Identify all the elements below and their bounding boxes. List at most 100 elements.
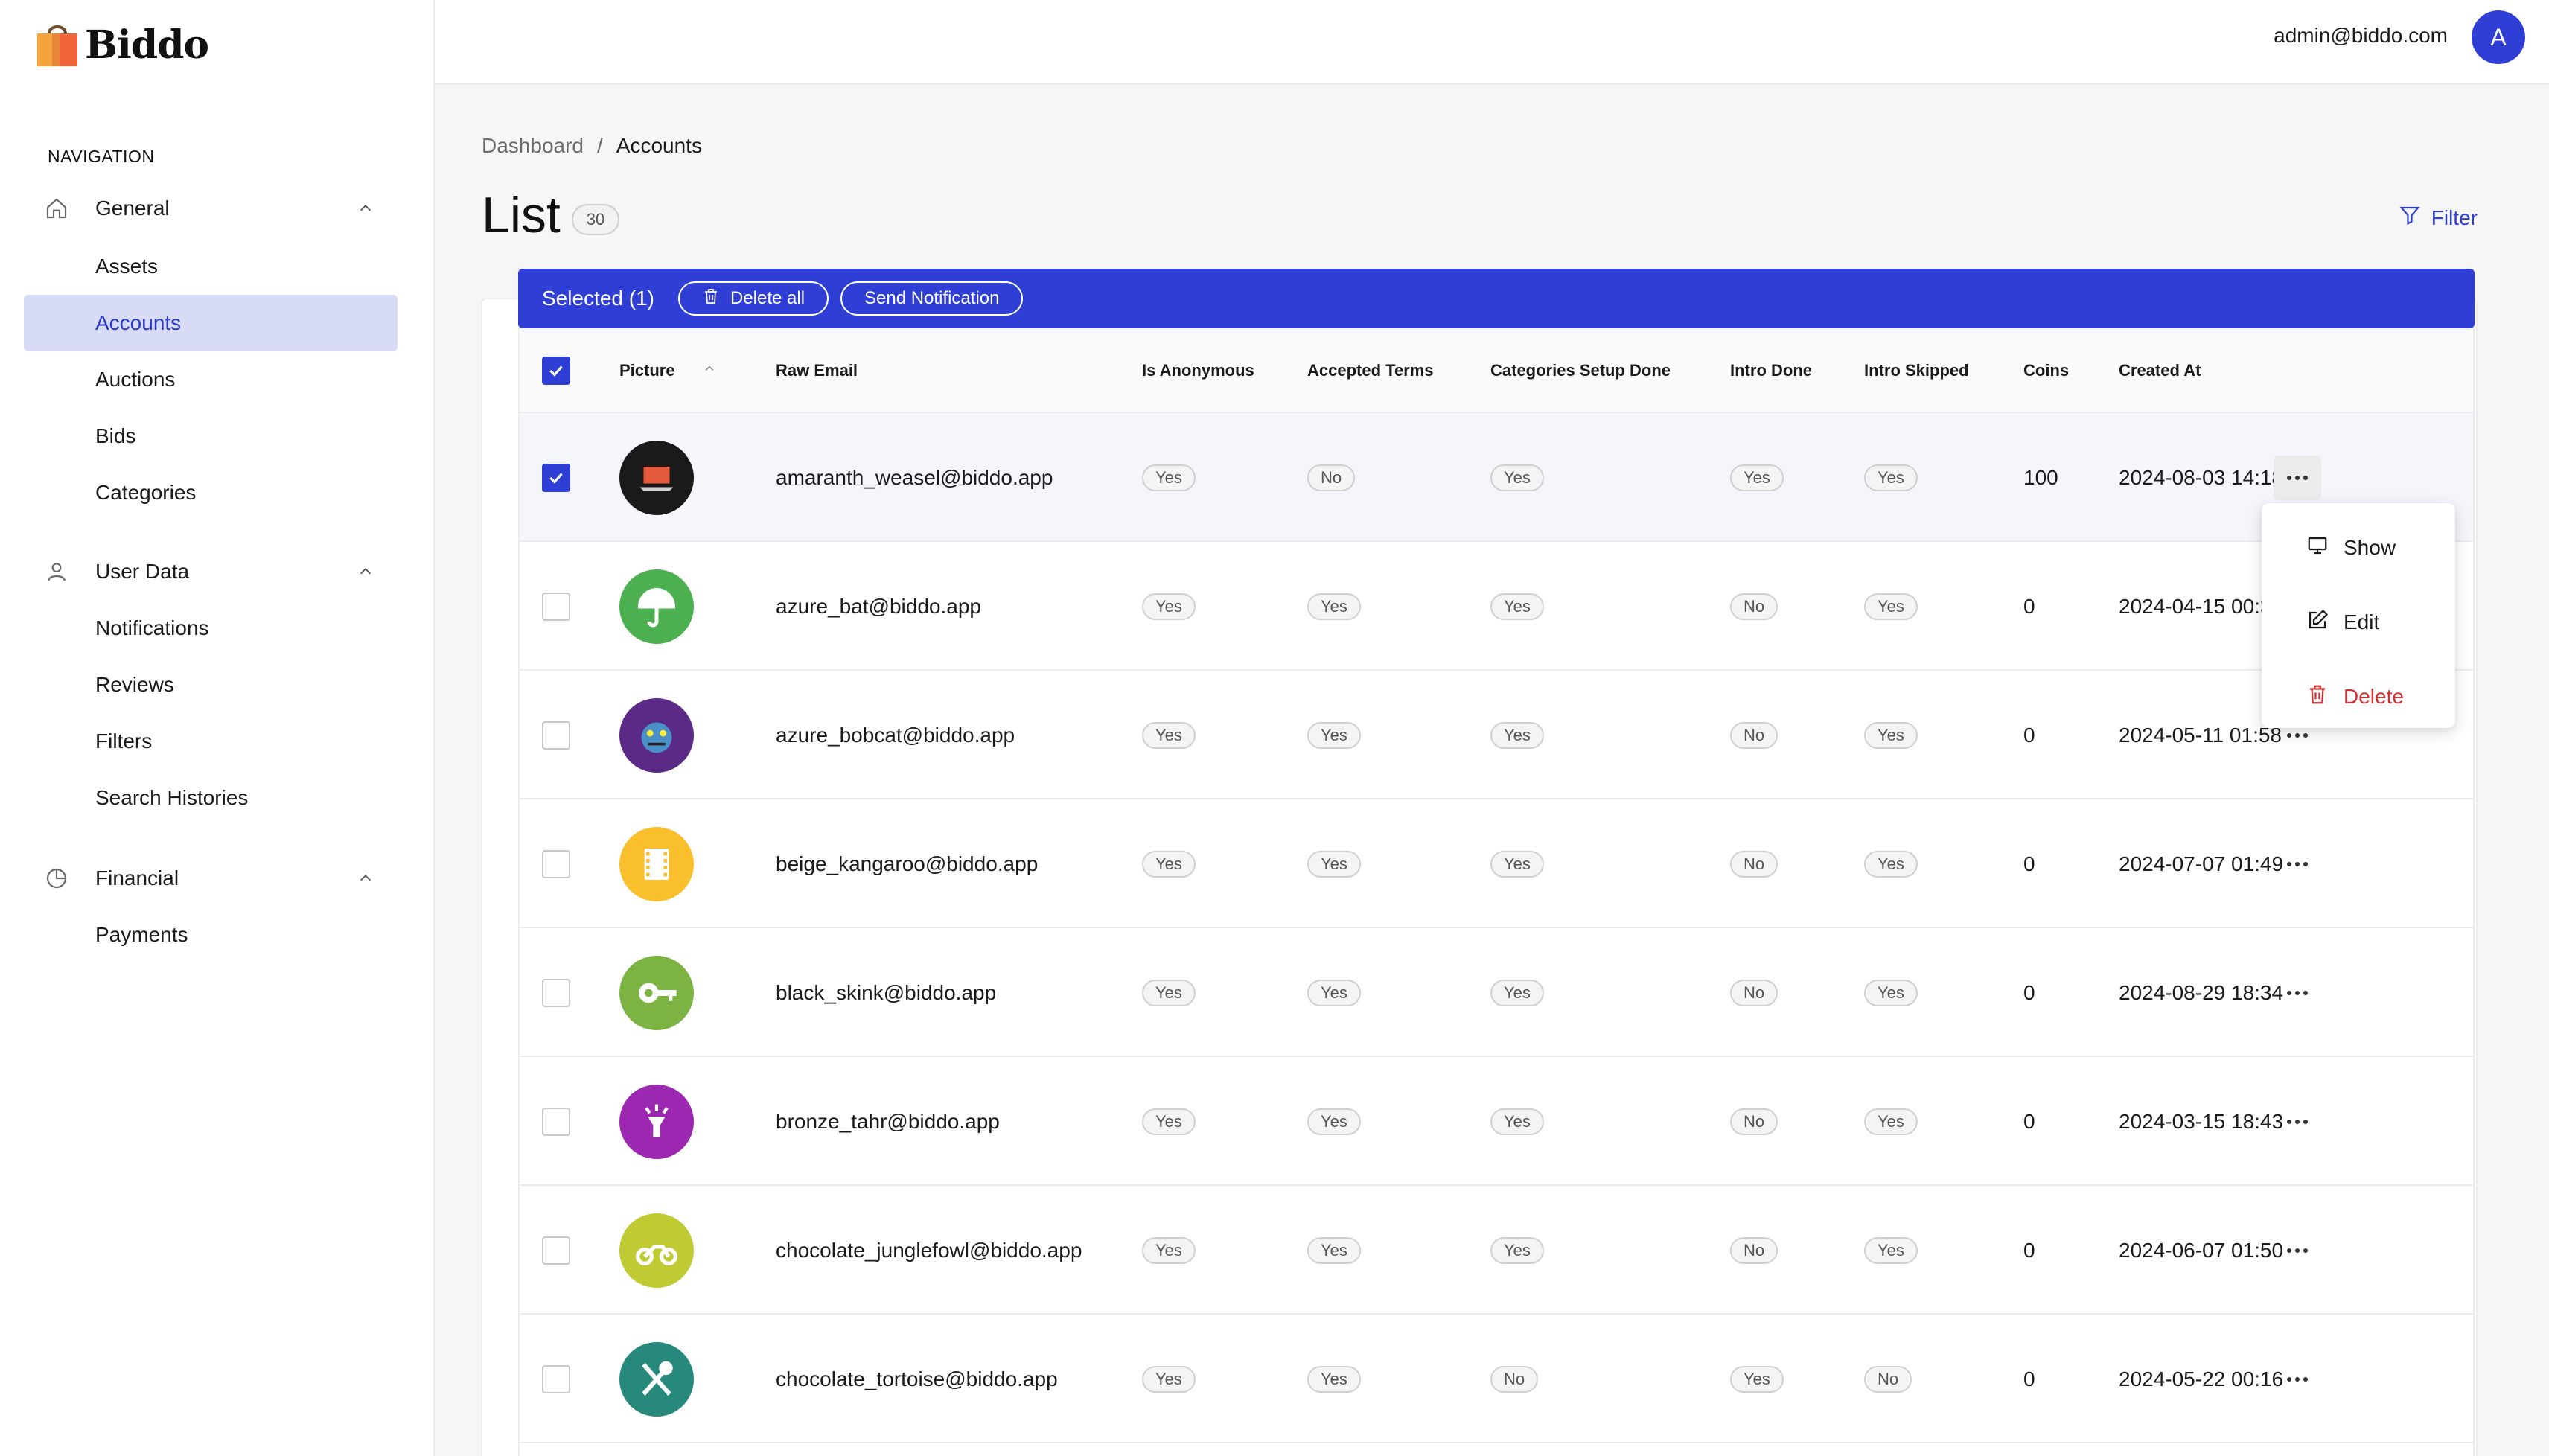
column-picture[interactable]: Picture	[619, 328, 717, 413]
intro-skipped-cell: Yes	[1864, 928, 1918, 1057]
column-accepted-terms[interactable]: Accepted Terms	[1307, 361, 1434, 380]
column-categories-setup-done[interactable]: Categories Setup Done	[1490, 361, 1671, 380]
picture-cell	[619, 542, 694, 671]
more-actions-button[interactable]	[2274, 1099, 2321, 1144]
more-actions-button[interactable]	[2274, 713, 2321, 758]
column-intro-skipped[interactable]: Intro Skipped	[1864, 361, 1969, 380]
sidebar-item-payments[interactable]: Payments	[95, 923, 188, 946]
sidebar-item-auctions[interactable]: Auctions	[95, 368, 176, 391]
column-created-at[interactable]: Created At	[2119, 361, 2201, 380]
status-tag: Yes	[1864, 721, 1918, 749]
table-row[interactable]: chocolate_tortoise@biddo.app Yes Yes No …	[520, 1315, 2473, 1443]
chevron-up-icon[interactable]	[354, 867, 377, 890]
send-notification-button[interactable]: Send Notification	[840, 281, 1024, 316]
row-checkbox[interactable]	[542, 1107, 570, 1136]
sidebar-item-reviews[interactable]: Reviews	[95, 673, 174, 696]
breadcrumb-dashboard[interactable]: Dashboard	[482, 134, 584, 157]
categories-setup-cell: Yes	[1490, 799, 1544, 928]
menu-item-edit[interactable]: Edit	[2262, 593, 2455, 652]
table-row[interactable]: black_skink@biddo.app Yes Yes Yes No Yes…	[520, 928, 2473, 1057]
row-checkbox[interactable]	[542, 849, 570, 878]
categories-setup-cell: Yes	[1490, 928, 1544, 1057]
row-checkbox[interactable]	[542, 1364, 570, 1393]
email-cell: bronze_tahr@biddo.app	[776, 1109, 1000, 1133]
ellipsis-icon	[2287, 1248, 2308, 1253]
email-cell: beige_kangaroo@biddo.app	[776, 852, 1039, 875]
status-tag: Yes	[1490, 850, 1544, 878]
delete-all-button[interactable]: Delete all	[677, 281, 829, 316]
column-coins[interactable]: Coins	[2023, 361, 2070, 380]
table-row[interactable]: amaranth_weasel@biddo.app Yes No Yes Yes…	[520, 413, 2473, 542]
sidebar-item-accounts[interactable]: Accounts	[24, 295, 398, 351]
more-actions-button[interactable]	[2274, 1357, 2321, 1402]
row-select-cell[interactable]	[542, 1315, 570, 1443]
intro-done-cell: No	[1730, 1057, 1778, 1186]
sidebar-item-notifications[interactable]: Notifications	[95, 616, 209, 639]
created-at-cell: 2024-05-11 01:58	[2119, 723, 2282, 747]
more-actions-button[interactable]	[2274, 1228, 2321, 1273]
row-checkbox[interactable]	[542, 1236, 570, 1265]
status-tag: Yes	[1307, 1236, 1361, 1264]
column-intro-done[interactable]: Intro Done	[1730, 361, 1812, 380]
table-row[interactable]: bronze_tahr@biddo.app Yes Yes Yes No Yes…	[520, 1057, 2473, 1186]
row-select-cell[interactable]	[542, 413, 570, 542]
more-actions-button[interactable]	[2274, 455, 2321, 500]
sort-up-icon[interactable]	[702, 361, 717, 380]
menu-item-show[interactable]: Show	[2262, 518, 2455, 578]
sidebar-item-categories[interactable]: Categories	[95, 481, 197, 504]
row-select-cell[interactable]	[542, 928, 570, 1057]
column-raw-email[interactable]: Raw Email	[776, 361, 858, 380]
row-checkbox[interactable]	[542, 978, 570, 1007]
status-tag: Yes	[1142, 464, 1196, 491]
check-icon	[549, 472, 563, 484]
user-icon	[42, 557, 71, 587]
table-row[interactable]: azure_bobcat@biddo.app Yes Yes Yes No Ye…	[520, 671, 2473, 799]
nav-group-general[interactable]: General	[42, 186, 377, 231]
intro-done-cell: Yes	[1730, 413, 1784, 542]
intro-skipped-cell: Yes	[1864, 799, 1918, 928]
accepted-terms-cell: Yes	[1307, 799, 1361, 928]
select-all-checkbox[interactable]	[542, 357, 570, 385]
status-tag: Yes	[1142, 593, 1196, 620]
row-select-cell[interactable]	[542, 1186, 570, 1315]
chevron-up-icon[interactable]	[354, 561, 377, 583]
coins-cell: 0	[2023, 723, 2035, 747]
intro-skipped-cell: Yes	[1864, 413, 1918, 542]
row-select-cell[interactable]	[542, 671, 570, 799]
intro-skipped-cell: No	[1864, 1315, 1912, 1443]
menu-item-delete[interactable]: Delete	[2262, 667, 2455, 727]
created-at-cell: 2024-04-15 00:3	[2119, 594, 2272, 618]
table-row[interactable]: chocolate_junglefowl@biddo.app Yes Yes Y…	[520, 1186, 2473, 1315]
is-anonymous-cell: Yes	[1142, 1315, 1196, 1443]
row-checkbox[interactable]	[542, 463, 570, 492]
column-is-anonymous[interactable]: Is Anonymous	[1142, 361, 1254, 380]
select-all-cell[interactable]	[542, 328, 570, 413]
user-email: admin@biddo.com	[2274, 24, 2448, 47]
row-checkbox[interactable]	[542, 721, 570, 750]
more-actions-button[interactable]	[2274, 971, 2321, 1015]
nav-group-financial[interactable]: Financial	[42, 856, 377, 901]
logo[interactable]: Biddo	[34, 18, 209, 71]
created-at-cell: 2024-03-15 18:43	[2119, 1109, 2284, 1133]
more-actions-button[interactable]	[2274, 842, 2321, 887]
chevron-up-icon[interactable]	[354, 197, 377, 220]
is-anonymous-cell: Yes	[1142, 928, 1196, 1057]
page-title: List	[482, 187, 561, 243]
table-row[interactable]: beige_kangaroo@biddo.app Yes Yes Yes No …	[520, 799, 2473, 928]
filter-button[interactable]: Filter	[2399, 204, 2478, 232]
table-row[interactable]: azure_bat@biddo.app Yes Yes Yes No Yes 0…	[520, 542, 2473, 671]
row-select-cell[interactable]	[542, 799, 570, 928]
sidebar-item-bids[interactable]: Bids	[95, 424, 136, 447]
email-cell: chocolate_junglefowl@biddo.app	[776, 1238, 1082, 1262]
sidebar-item-search-histories[interactable]: Search Histories	[95, 786, 249, 809]
row-checkbox[interactable]	[542, 592, 570, 621]
row-select-cell[interactable]	[542, 542, 570, 671]
sidebar-item-filters[interactable]: Filters	[95, 729, 153, 753]
sidebar-item-assets[interactable]: Assets	[95, 255, 159, 278]
row-select-cell[interactable]	[542, 1057, 570, 1186]
nav-group-user-data[interactable]: User Data	[42, 549, 377, 594]
motorcycle-icon	[619, 1213, 694, 1288]
avatar[interactable]: A	[2472, 10, 2525, 64]
status-tag: Yes	[1864, 850, 1918, 878]
status-tag: Yes	[1864, 593, 1918, 620]
